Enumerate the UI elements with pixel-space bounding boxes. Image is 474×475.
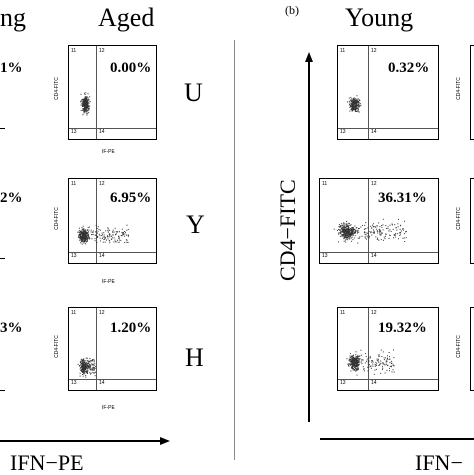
cut-plot-row1 bbox=[470, 45, 474, 140]
panel-b-header-young: Young bbox=[345, 3, 414, 32]
panel-a-header-aged: Aged bbox=[98, 3, 155, 32]
aged-xlabel-u: IF-PE bbox=[102, 149, 115, 155]
aged-pct-h: 1.20% bbox=[110, 320, 152, 336]
young-pct-row1: 0.32% bbox=[388, 60, 430, 76]
panel-b-y-axis-line bbox=[308, 62, 310, 422]
panel-b-y-axis-arrowhead bbox=[305, 52, 313, 62]
aged-dots-y bbox=[77, 224, 129, 245]
cut-plot-row3 bbox=[470, 307, 474, 391]
row-label-y: Y bbox=[186, 210, 205, 239]
aged-ylabel-h: CD4-FITC bbox=[53, 335, 60, 358]
young-plot-row1: 11 12 13 14 bbox=[337, 45, 439, 140]
row-label-u: U bbox=[184, 78, 203, 107]
cut-plot-row2 bbox=[470, 178, 474, 264]
young-plot-row2: 11 12 13 14 bbox=[319, 178, 439, 264]
aged-pct-y: 6.95% bbox=[110, 190, 152, 206]
aged-plot-u: 11 12 13 14 bbox=[68, 45, 157, 140]
panel-a-left-pct-y: 2% bbox=[0, 190, 23, 206]
cut-plot-ylabel-row3: CD4-FITC bbox=[455, 335, 462, 358]
cut-plot-ylabel-row2: CD4-FITC bbox=[455, 207, 462, 230]
panel-b-y-axis-label: CD4−FITC bbox=[275, 179, 300, 281]
young-dots-row1 bbox=[346, 95, 362, 113]
panel-a-left-pct-h: 3% bbox=[0, 320, 23, 336]
aged-pct-u: 0.00% bbox=[110, 60, 152, 76]
panel-a-left-pct-u: 1% bbox=[0, 60, 23, 76]
panel-a-x-axis-line bbox=[0, 440, 160, 442]
young-dots-row2 bbox=[333, 218, 407, 244]
cut-plot-ylabel-row1: CD4-FITC bbox=[455, 77, 462, 100]
young-dots-row3 bbox=[346, 349, 395, 376]
panel-a-left-plot-edge-y bbox=[0, 258, 5, 259]
young-plot-row3: 11 12 13 14 bbox=[337, 307, 439, 391]
row-label-h: H bbox=[185, 343, 204, 372]
aged-plot-h: 11 12 13 14 bbox=[68, 307, 157, 391]
panel-b-x-axis-label: IFN− bbox=[415, 450, 463, 475]
aged-dots-u bbox=[80, 92, 91, 116]
panel-divider bbox=[234, 40, 235, 460]
aged-xlabel-h: IF-PE bbox=[102, 405, 115, 411]
panel-b-tag: (b) bbox=[285, 3, 299, 17]
aged-xlabel-y: IF-PE bbox=[102, 279, 115, 285]
panel-a-header-left: ng bbox=[0, 3, 26, 32]
aged-plot-y: 11 12 13 14 bbox=[68, 178, 157, 264]
aged-dots-h bbox=[77, 357, 96, 378]
panel-a-x-axis-label: IFN−PE bbox=[10, 450, 84, 475]
panel-a-left-plot-edge-u bbox=[0, 128, 5, 129]
young-pct-row2: 36.31% bbox=[378, 190, 427, 206]
aged-ylabel-u: CD4-FITC bbox=[53, 77, 60, 100]
panel-b-x-axis-line bbox=[320, 438, 474, 440]
aged-ylabel-y: CD4-FITC bbox=[53, 207, 60, 230]
young-pct-row3: 19.32% bbox=[378, 320, 427, 336]
panel-a-x-axis-arrowhead bbox=[160, 437, 170, 445]
panel-a-left-plot-edge-h bbox=[0, 390, 5, 391]
